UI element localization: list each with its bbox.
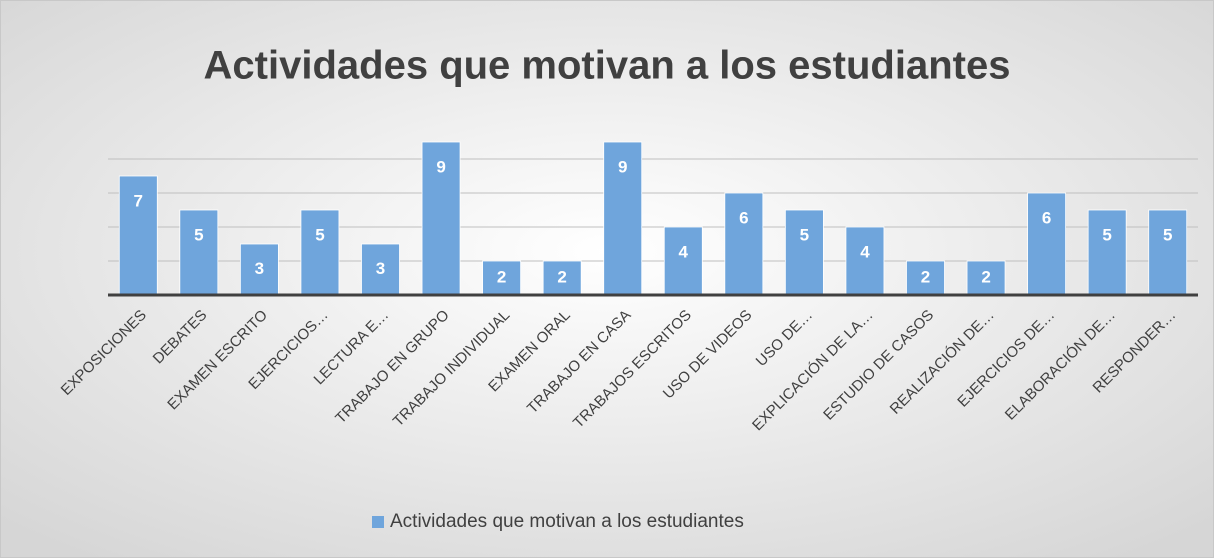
data-label: 5 [1163, 225, 1172, 244]
data-label: 5 [315, 225, 324, 244]
bar [784, 209, 824, 296]
bar [482, 260, 522, 296]
bar [1148, 209, 1188, 296]
data-label: 5 [1102, 225, 1111, 244]
bar [300, 209, 340, 296]
data-label: 2 [557, 267, 566, 286]
data-label: 9 [618, 157, 627, 176]
data-label: 3 [376, 259, 385, 278]
legend-label: Actividades que motivan a los estudiante… [390, 511, 744, 532]
legend-swatch [372, 516, 384, 528]
data-label: 3 [255, 259, 264, 278]
data-label: 9 [436, 157, 445, 176]
bar [663, 226, 703, 296]
bar [239, 243, 279, 296]
bar [361, 243, 400, 296]
data-label: 2 [497, 267, 506, 286]
data-label: 6 [739, 208, 748, 227]
bar [724, 192, 764, 296]
bar [1087, 209, 1127, 296]
bar [1027, 192, 1067, 296]
data-label: 5 [800, 225, 809, 244]
data-label: 2 [921, 267, 930, 286]
data-label: 6 [1042, 208, 1051, 227]
data-label: 4 [860, 242, 870, 261]
data-label: 7 [134, 191, 143, 210]
bar [421, 141, 461, 296]
bar [603, 141, 643, 296]
data-label: 4 [679, 242, 689, 261]
data-label: 5 [194, 225, 203, 244]
bar [906, 260, 945, 296]
bar [845, 226, 885, 296]
data-label: 2 [981, 267, 990, 286]
chart-title: Actividades que motivan a los estudiante… [204, 44, 1011, 88]
bar [179, 209, 219, 296]
